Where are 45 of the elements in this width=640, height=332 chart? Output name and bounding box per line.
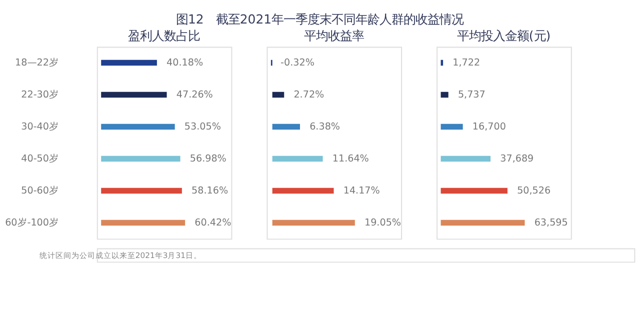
data-label: 53.05% [184, 122, 221, 133]
caption: 图12 截至2021年一季度末不同年龄人群的收益情况 [176, 11, 464, 26]
data-label: 14.17% [343, 186, 380, 197]
data-label: 19.05% [364, 218, 402, 229]
bar [272, 156, 323, 162]
bar [440, 220, 525, 226]
data-label: 6.38% [310, 122, 340, 133]
y-tick-label: 22-30岁 [21, 88, 60, 101]
bar [272, 188, 334, 194]
chart-title: 平均投入金额(元) [456, 28, 551, 44]
bar [101, 124, 175, 130]
y-tick-label: 50-60岁 [21, 184, 60, 197]
bar [440, 124, 463, 130]
data-label: 40.18% [166, 58, 204, 69]
chart-title: 盈利人数占比 [128, 28, 200, 44]
data-label: 5,737 [458, 90, 486, 101]
bar [440, 156, 491, 162]
data-label: 56.98% [190, 154, 226, 165]
data-label: 60.42% [194, 218, 232, 229]
bar [440, 188, 508, 194]
chart-title: 平均收益率 [304, 28, 364, 44]
data-label: 2.72% [294, 90, 324, 101]
text: 统计区间为公司成立以来至2021年3月31日。 [39, 250, 202, 260]
data-label: 58.16% [192, 186, 228, 197]
y-tick-label: 30-40岁 [21, 120, 60, 133]
bar [101, 92, 167, 98]
bar [272, 92, 284, 98]
data-label: 1,722 [452, 58, 480, 69]
y-tick-label: 18—22岁 [15, 56, 60, 69]
data-label: 50,526 [517, 186, 551, 197]
data-label: 11.64% [332, 154, 369, 165]
bar [101, 188, 182, 194]
bar [101, 60, 157, 66]
data-label: 63,595 [534, 218, 568, 229]
bar [440, 92, 448, 98]
bar [101, 156, 180, 162]
data-label: 16,700 [472, 122, 506, 133]
bar [272, 220, 355, 226]
bar [101, 220, 186, 226]
data-label: 47.26% [176, 90, 213, 101]
data-label: 37,689 [500, 154, 534, 165]
data-label: -0.32% [280, 58, 314, 69]
y-tick-label: 60岁-100岁 [5, 216, 60, 229]
y-tick-label: 40-50岁 [21, 152, 60, 165]
bar [272, 124, 300, 130]
